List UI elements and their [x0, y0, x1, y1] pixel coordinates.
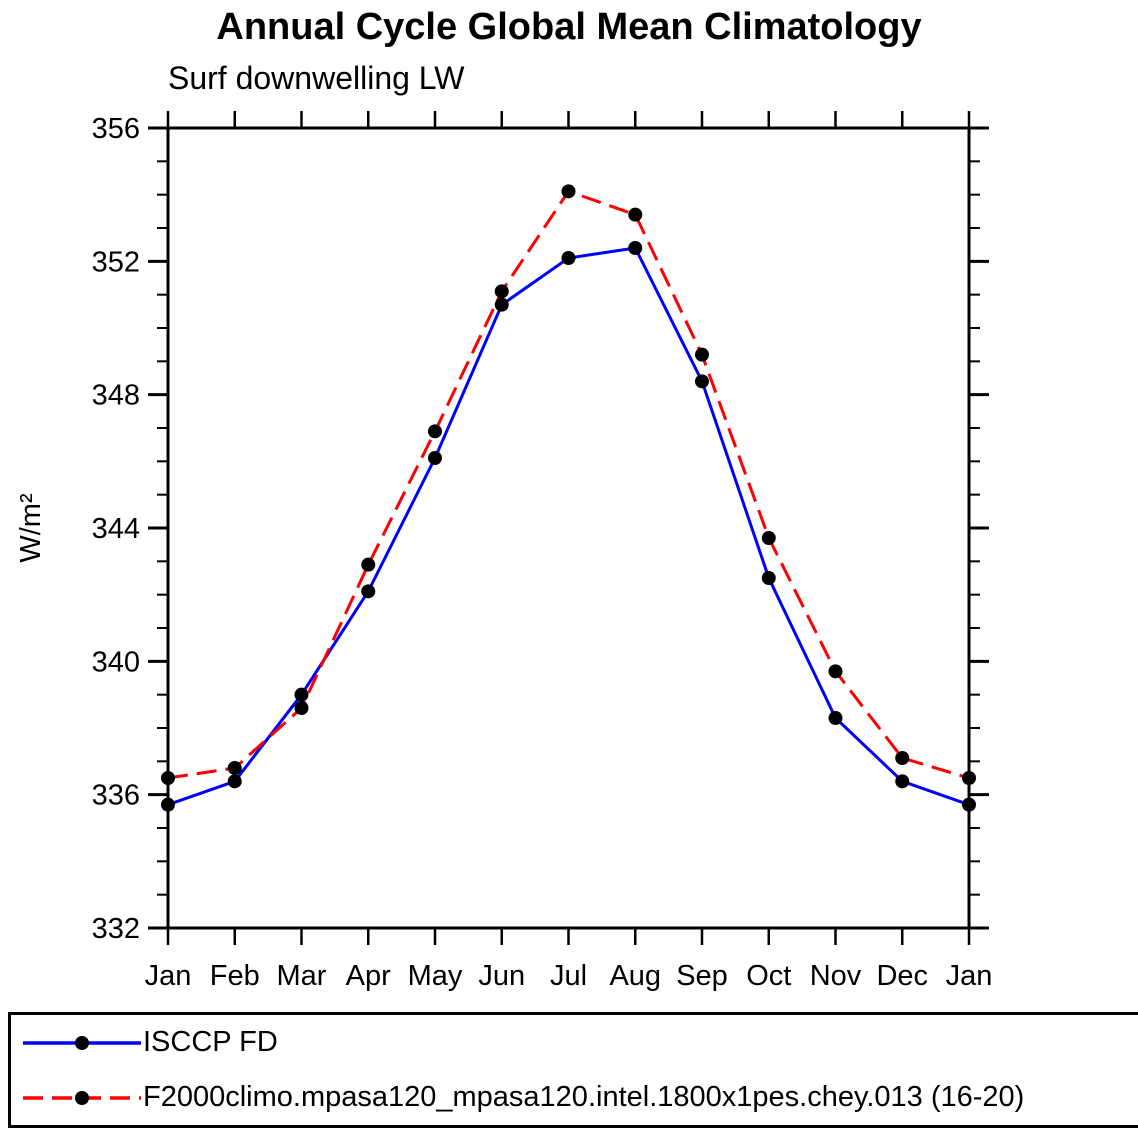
- legend-item-f2000climo: F2000climo.mpasa120_mpasa120.intel.1800x…: [23, 1081, 1138, 1115]
- month-label: May: [408, 960, 463, 992]
- data-point: [494, 284, 509, 299]
- data-point: [695, 374, 709, 389]
- y-tick-label: 356: [92, 113, 140, 145]
- y-axis-label: W/m²: [15, 493, 47, 563]
- chart-subtitle: Surf downwelling LW: [168, 60, 465, 96]
- data-point: [294, 687, 309, 702]
- y-tick-label: 336: [92, 780, 140, 812]
- month-label: Aug: [609, 960, 661, 992]
- y-tick-label: 344: [92, 513, 140, 545]
- month-label: Jul: [550, 960, 587, 992]
- month-label: Dec: [876, 960, 928, 992]
- data-point: [628, 207, 643, 222]
- data-point: [361, 584, 376, 599]
- y-tick-label: 332: [92, 913, 140, 945]
- data-point: [895, 774, 910, 789]
- y-tick-label: 348: [92, 380, 140, 412]
- month-label: Mar: [277, 960, 327, 992]
- data-point: [962, 771, 976, 785]
- legend: ISCCP FD F2000climo.mpasa120_mpasa120.in…: [8, 1012, 1138, 1128]
- data-point: [428, 451, 442, 465]
- data-point: [962, 797, 976, 812]
- data-point: [828, 664, 843, 679]
- y-tick-label: 352: [92, 246, 140, 278]
- data-point: [628, 241, 643, 255]
- month-label: Sep: [676, 960, 728, 992]
- data-point: [561, 251, 576, 265]
- month-label: Oct: [746, 960, 791, 992]
- legend-item-isccp: ISCCP FD: [23, 1026, 1138, 1060]
- legend-line-sample-f2000climo: [23, 1090, 141, 1105]
- data-point: [761, 571, 776, 585]
- data-point: [294, 701, 309, 715]
- month-label: Jun: [478, 960, 525, 992]
- data-point: [161, 771, 175, 785]
- data-point: [761, 531, 776, 545]
- data-point: [161, 797, 175, 812]
- month-label: Nov: [810, 960, 862, 992]
- data-point: [828, 711, 843, 725]
- month-label: Feb: [210, 960, 260, 992]
- data-point: [361, 557, 376, 572]
- data-point: [695, 347, 709, 362]
- x-axis-ticks: Jan Feb Mar Apr May Jun Jul Aug Sep Oct Nov Dec Jan: [145, 111, 993, 992]
- legend-marker: [75, 1090, 89, 1105]
- month-label: Jan: [946, 960, 993, 992]
- y-tick-label: 340: [92, 646, 140, 678]
- y-axis-ticks: 332 336 340 344 348 352 356: [92, 113, 989, 945]
- month-label: Apr: [346, 960, 391, 992]
- page-title: Annual Cycle Global Mean Climatology: [216, 6, 922, 48]
- plot-frame: [166, 126, 971, 930]
- data-point: [895, 751, 910, 765]
- month-label: Jan: [145, 960, 192, 992]
- legend-marker: [75, 1035, 89, 1050]
- data-point: [227, 774, 242, 789]
- data-point: [494, 297, 509, 312]
- legend-label-f2000climo: F2000climo.mpasa120_mpasa120.intel.1800x…: [143, 1081, 1025, 1113]
- data-point: [428, 424, 442, 439]
- series-line-1: [167, 189, 970, 780]
- data-point: [561, 184, 576, 199]
- legend-line-sample-isccp: [23, 1035, 141, 1050]
- data-point: [227, 761, 242, 775]
- legend-label-isccp: ISCCP FD: [143, 1026, 278, 1058]
- series-line-0: [167, 246, 970, 807]
